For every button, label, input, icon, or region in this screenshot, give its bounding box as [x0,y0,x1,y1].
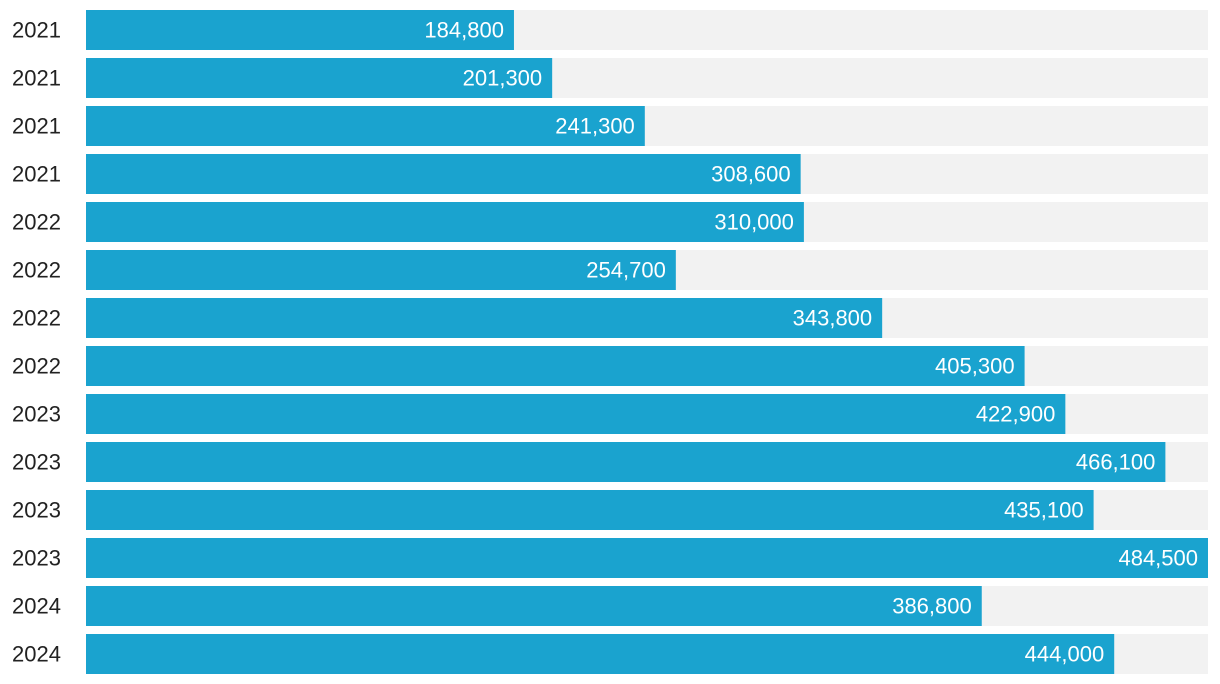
category-label: 2021 [12,162,61,187]
value-label: 343,800 [793,306,873,331]
bar [86,490,1094,530]
value-label: 435,100 [1004,498,1084,523]
value-label: 254,700 [586,258,666,283]
category-label: 2024 [12,594,61,619]
bar [86,442,1166,482]
category-label: 2023 [12,450,61,475]
category-label: 2022 [12,210,61,235]
bars [86,10,1208,674]
bar [86,346,1025,386]
category-label: 2023 [12,546,61,571]
category-label: 2023 [12,402,61,427]
value-label: 308,600 [711,162,791,187]
value-label: 422,900 [976,402,1056,427]
bar [86,154,801,194]
category-label: 2021 [12,66,61,91]
category-label: 2024 [12,642,61,667]
value-label: 184,800 [424,18,504,43]
category-label: 2022 [12,306,61,331]
category-label: 2021 [12,18,61,43]
bar [86,10,514,50]
value-label: 386,800 [892,594,972,619]
bar [86,106,645,146]
bar [86,586,982,626]
category-label: 2021 [12,114,61,139]
category-labels: 2021 2021 2021 2021 2022 2022 2022 2022 2023 2023… [12,18,61,667]
value-label: 405,300 [935,354,1015,379]
category-label: 2022 [12,258,61,283]
value-label: 241,300 [555,114,635,139]
bar [86,202,804,242]
bar [86,298,883,338]
category-label: 2022 [12,354,61,379]
value-label: 484,500 [1118,546,1198,571]
value-label: 444,000 [1025,642,1105,667]
bar [86,634,1115,674]
bar [86,394,1066,434]
bar [86,250,676,290]
value-label: 310,000 [714,210,794,235]
value-labels: 184,800 201,300 241,300 308,600 310,000 254,7… [424,18,1198,667]
bar [86,58,553,98]
category-label: 2023 [12,498,61,523]
value-label: 201,300 [463,66,543,91]
value-label: 466,100 [1076,450,1156,475]
bar [86,538,1208,578]
